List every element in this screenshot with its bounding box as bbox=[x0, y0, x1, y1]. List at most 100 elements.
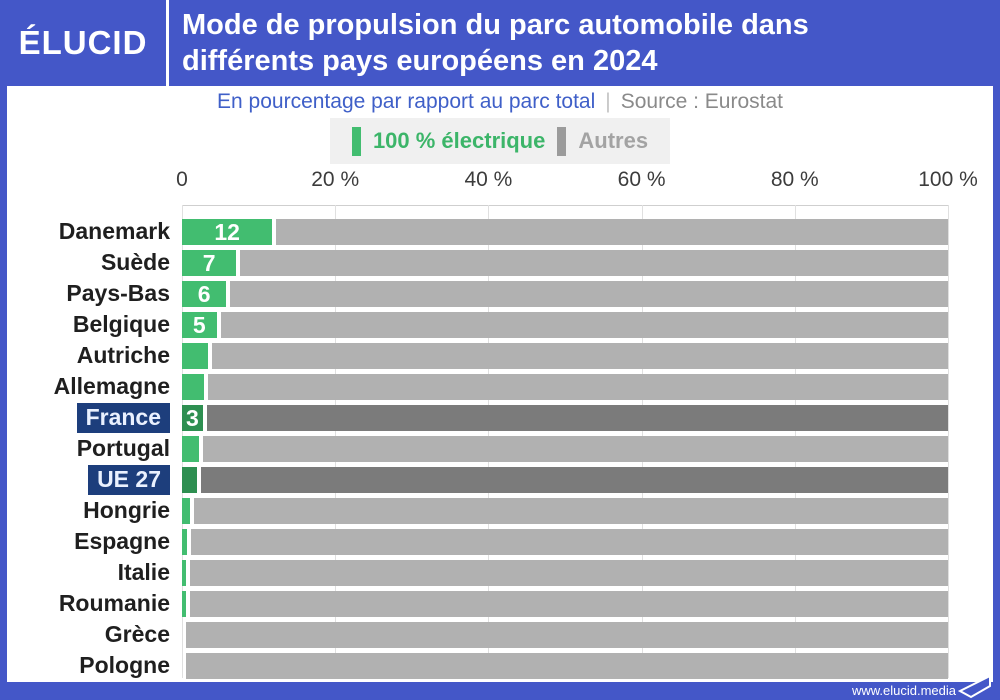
bar-electric: 5 bbox=[182, 311, 217, 338]
elucid-logo: ÉLUCID bbox=[0, 0, 166, 86]
logo-separator bbox=[166, 0, 169, 86]
row-label-chip: UE 27 bbox=[88, 464, 170, 495]
bar-track bbox=[182, 466, 948, 493]
chart-row: Italie bbox=[7, 557, 993, 588]
bar-electric: 6 bbox=[182, 280, 227, 307]
row-label: UE 27 bbox=[7, 464, 170, 495]
chart-row: Allemagne bbox=[7, 371, 993, 402]
header: ÉLUCID Mode de propulsion du parc automo… bbox=[0, 0, 1000, 86]
title-line-2: différents pays européens en 2024 bbox=[182, 45, 658, 77]
row-label: Pays-Bas bbox=[66, 280, 170, 306]
bar-others bbox=[230, 280, 948, 307]
bar-others bbox=[220, 311, 948, 338]
bar-electric bbox=[182, 590, 186, 617]
chart-row: Danemark 12 bbox=[7, 216, 993, 247]
axis-line bbox=[182, 205, 949, 206]
footer: www.elucid.media bbox=[0, 674, 1000, 700]
bar-value-label: 6 bbox=[197, 280, 211, 307]
title-line-1: Mode de propulsion du parc automobile da… bbox=[182, 9, 809, 41]
bar-value-label: 12 bbox=[214, 218, 240, 245]
bar-track bbox=[182, 342, 948, 369]
chart-rows: Danemark 12 Suède 7 Pays-Bas 6 Belgique 5 Autric… bbox=[7, 216, 993, 681]
bar-electric: 7 bbox=[182, 249, 237, 276]
bar-electric bbox=[182, 435, 199, 462]
chart-row: Autriche bbox=[7, 340, 993, 371]
row-label: Suède bbox=[100, 249, 170, 275]
bar-electric bbox=[182, 373, 205, 400]
row-label: Allemagne bbox=[53, 373, 170, 399]
row-label: Hongrie bbox=[83, 497, 170, 523]
bar-track bbox=[182, 590, 948, 617]
bar-others bbox=[189, 559, 948, 586]
bar-track bbox=[182, 621, 948, 648]
bar-others bbox=[276, 218, 948, 245]
bar-track: 7 bbox=[182, 249, 948, 276]
chart: Danemark 12 Suède 7 Pays-Bas 6 Belgique 5 Autric… bbox=[7, 165, 993, 682]
row-label-chip: France bbox=[76, 402, 170, 433]
row-label: Roumanie bbox=[58, 590, 170, 616]
chart-row: Portugal bbox=[7, 433, 993, 464]
bar-track bbox=[182, 559, 948, 586]
bar-electric bbox=[182, 497, 190, 524]
bar-others bbox=[186, 652, 948, 679]
axis-tick-label: 80 % bbox=[770, 168, 819, 191]
chart-panel: En pourcentage par rapport au parc total… bbox=[7, 86, 993, 682]
chart-row: UE 27 bbox=[7, 464, 993, 495]
bar-electric bbox=[182, 559, 186, 586]
bar-others bbox=[240, 249, 948, 276]
legend-wrap: 100 % électrique Autres bbox=[7, 118, 993, 164]
bar-others bbox=[200, 466, 948, 493]
bar-electric bbox=[182, 528, 187, 555]
chart-row: Roumanie bbox=[7, 588, 993, 619]
bar-others bbox=[193, 497, 948, 524]
axis-tick-label: 20 % bbox=[311, 168, 360, 191]
row-label: Grèce bbox=[104, 621, 170, 647]
footer-url: www.elucid.media bbox=[851, 683, 956, 698]
bar-others bbox=[208, 373, 948, 400]
bar-others bbox=[189, 590, 948, 617]
bar-track: 5 bbox=[182, 311, 948, 338]
bar-others bbox=[212, 342, 948, 369]
chart-row: France 3 bbox=[7, 402, 993, 433]
legend-others-swatch-icon bbox=[557, 126, 567, 156]
chart-row: Hongrie bbox=[7, 495, 993, 526]
chart-row: Pologne bbox=[7, 650, 993, 681]
row-label: Belgique bbox=[72, 311, 170, 337]
legend-others-label: Autres bbox=[578, 128, 649, 153]
legend-electric-swatch-icon bbox=[351, 126, 361, 156]
bar-track bbox=[182, 652, 948, 679]
bar-track bbox=[182, 528, 948, 555]
bar-electric bbox=[182, 466, 197, 493]
gridline bbox=[948, 205, 949, 678]
chart-row: Suède 7 bbox=[7, 247, 993, 278]
elucid-logo-text: ÉLUCID bbox=[18, 24, 148, 61]
row-label: France bbox=[7, 402, 170, 433]
row-label: Italie bbox=[117, 559, 170, 585]
bar-electric: 3 bbox=[182, 404, 203, 431]
subtitle-separator: | bbox=[605, 90, 611, 113]
bar-others bbox=[202, 435, 948, 462]
bar-others bbox=[190, 528, 948, 555]
bar-track: 6 bbox=[182, 280, 948, 307]
elucid-flag-icon bbox=[957, 674, 991, 699]
bar-others bbox=[206, 404, 948, 431]
bar-track bbox=[182, 497, 948, 524]
bar-electric bbox=[182, 342, 208, 369]
axis-tick-label: 60 % bbox=[617, 168, 666, 191]
chart-row: Belgique 5 bbox=[7, 309, 993, 340]
bar-track: 3 bbox=[182, 404, 948, 431]
chart-row: Pays-Bas 6 bbox=[7, 278, 993, 309]
page-title: Mode de propulsion du parc automobile da… bbox=[169, 0, 1000, 86]
bar-track: 12 bbox=[182, 218, 948, 245]
subtitle: En pourcentage par rapport au parc total… bbox=[7, 88, 993, 116]
bar-track bbox=[182, 435, 948, 462]
chart-row: Grèce bbox=[7, 619, 993, 650]
bar-value-label: 5 bbox=[192, 311, 206, 338]
row-label: Autriche bbox=[76, 342, 170, 368]
legend-electric-label: 100 % électrique bbox=[372, 128, 546, 153]
bar-electric: 12 bbox=[182, 218, 273, 245]
subtitle-text: En pourcentage par rapport au parc total bbox=[217, 90, 596, 113]
axis-tick-label: 100 % bbox=[918, 168, 978, 191]
bar-value-label: 7 bbox=[202, 249, 216, 276]
